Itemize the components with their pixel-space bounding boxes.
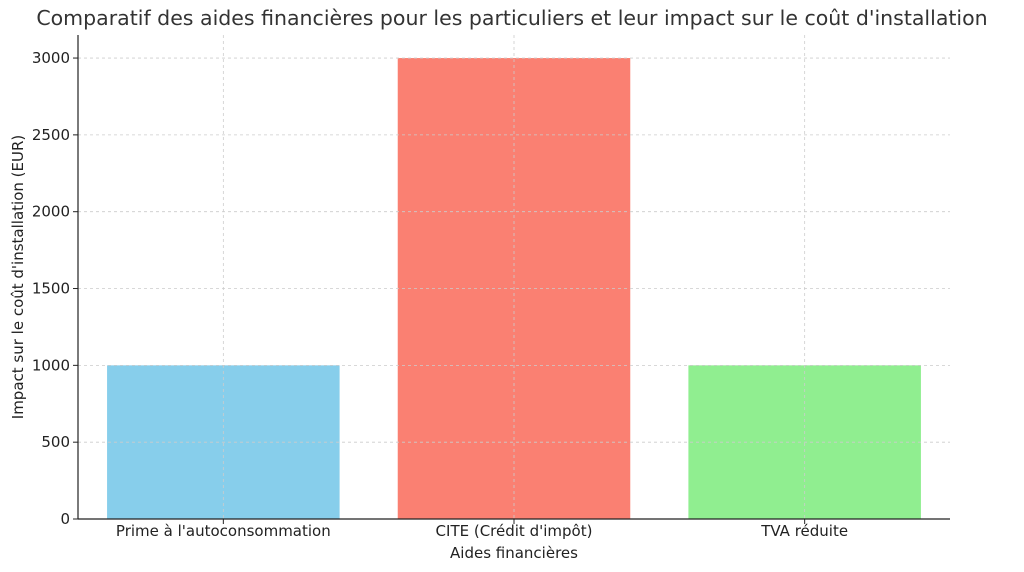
chart-title: Comparatif des aides financières pour le…: [36, 6, 988, 30]
x-axis-label: Aides financières: [450, 544, 578, 562]
y-tick-label: 1000: [32, 356, 70, 374]
y-tick-label: 1500: [32, 280, 70, 298]
x-axis-ticks: Prime à l'autoconsommation CITE (Crédit d…: [116, 519, 848, 540]
x-tick-label: Prime à l'autoconsommation: [116, 522, 331, 540]
y-tick-label: 0: [60, 510, 70, 528]
y-tick-label: 2000: [32, 203, 70, 221]
x-tick-label: CITE (Crédit d'impôt): [436, 522, 593, 540]
y-axis-label: Impact sur le coût d'installation (EUR): [9, 135, 27, 419]
y-tick-label: 500: [41, 433, 70, 451]
x-tick-label: TVA réduite: [760, 522, 848, 540]
y-tick-label: 2500: [32, 126, 70, 144]
y-axis-ticks: 0 500 1000 1500 2000 2500 3000: [32, 49, 78, 528]
y-tick-label: 3000: [32, 49, 70, 67]
